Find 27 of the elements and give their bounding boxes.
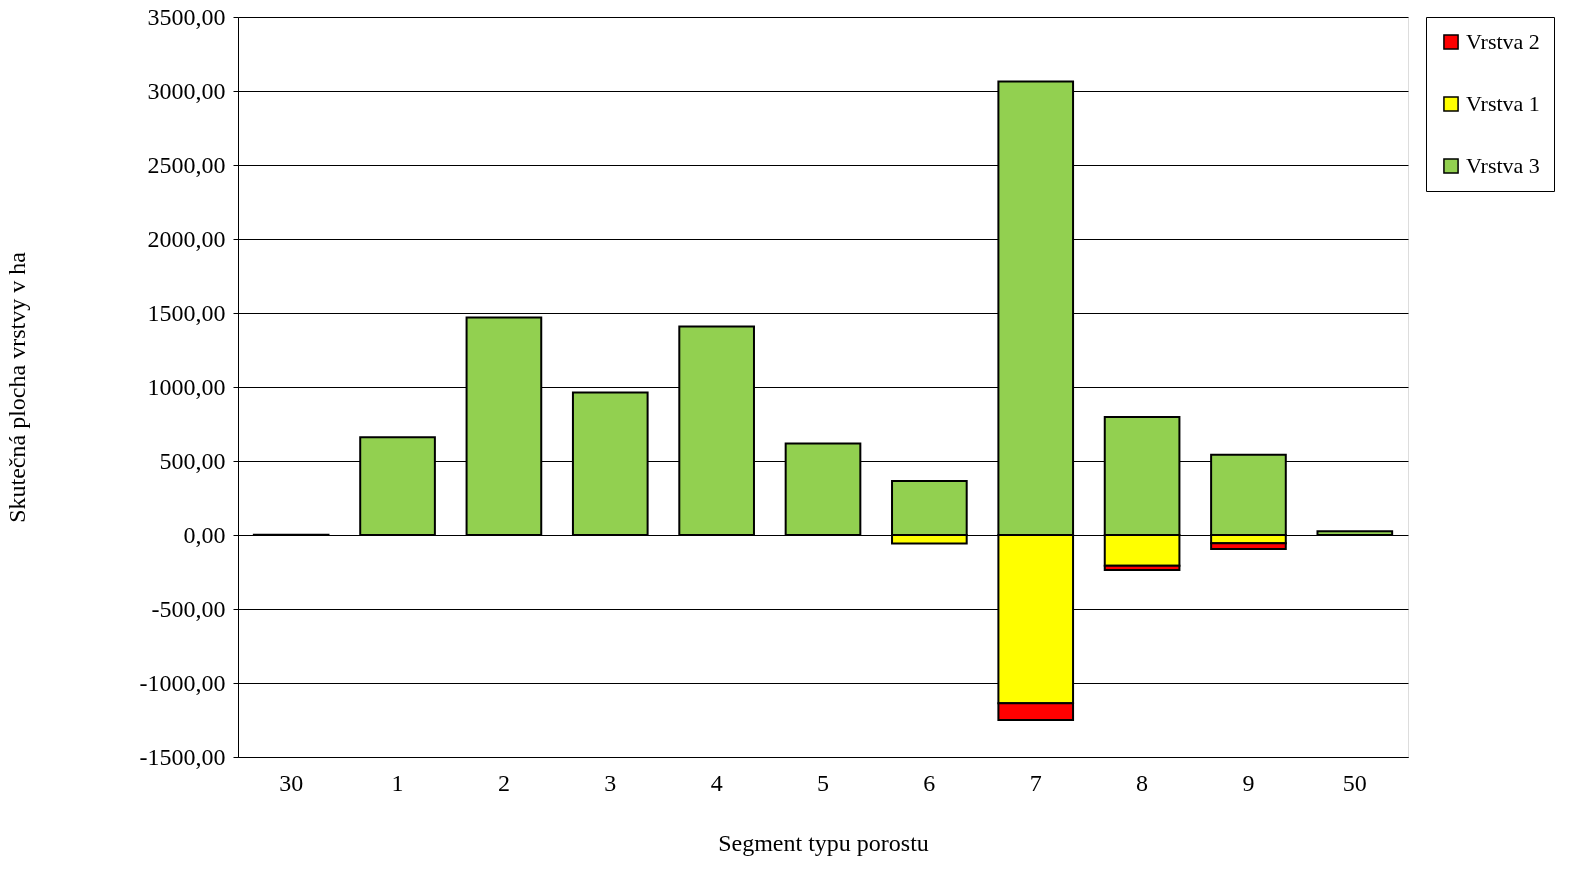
x-tick-label: 2 bbox=[497, 769, 510, 796]
x-tick-label: 7 bbox=[1029, 769, 1042, 796]
x-tick-label: 9 bbox=[1242, 769, 1255, 796]
y-tick-label: 1000,00 bbox=[147, 373, 226, 400]
legend-label: Vrstva 3 bbox=[1466, 153, 1540, 178]
x-tick-label: 6 bbox=[923, 769, 936, 796]
x-axis-title: Segment typu porostu bbox=[718, 829, 929, 856]
y-axis-title: Skutečná plocha vrstvy v ha bbox=[3, 251, 30, 523]
y-tick-label: -500,00 bbox=[151, 595, 226, 622]
legend-label: Vrstva 2 bbox=[1466, 29, 1540, 54]
y-tick-label: -1000,00 bbox=[139, 669, 226, 696]
x-tick-label: 3 bbox=[604, 769, 617, 796]
y-tick-label: 3000,00 bbox=[147, 77, 226, 104]
x-tick-label: 8 bbox=[1136, 769, 1149, 796]
x-tick-label: 5 bbox=[817, 769, 829, 796]
y-tick-label: -1500,00 bbox=[139, 743, 226, 770]
y-tick-label: 3500,00 bbox=[147, 3, 226, 30]
y-tick-label: 0,00 bbox=[183, 521, 226, 548]
y-tick-label: 500,00 bbox=[159, 447, 226, 474]
x-tick-label: 4 bbox=[710, 769, 723, 796]
y-tick-label: 1500,00 bbox=[147, 299, 226, 326]
y-tick-label: 2500,00 bbox=[147, 151, 226, 178]
y-tick-label: 2000,00 bbox=[147, 225, 226, 252]
legend-label: Vrstva 1 bbox=[1466, 91, 1540, 116]
x-tick-label: 30 bbox=[279, 769, 304, 796]
x-tick-label: 50 bbox=[1342, 769, 1367, 796]
x-tick-label: 1 bbox=[391, 769, 404, 796]
